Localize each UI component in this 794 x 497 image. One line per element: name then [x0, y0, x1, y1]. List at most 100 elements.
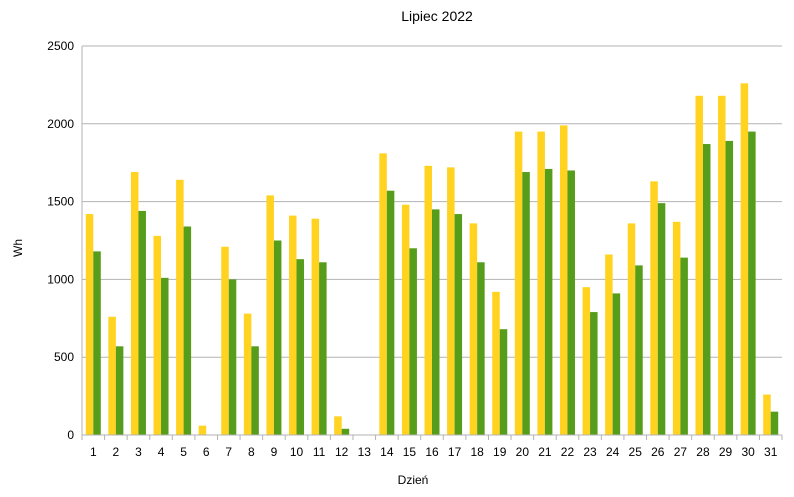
bar-series1-day-3 — [130, 172, 139, 435]
bar-series1-day-25 — [627, 223, 636, 435]
x-tick-label: 14 — [380, 445, 394, 459]
bar-series1-day-26 — [650, 181, 658, 435]
bar-series2-day-27 — [680, 257, 688, 435]
x-tick-label: 16 — [425, 445, 439, 459]
y-tick-label: 2500 — [47, 39, 74, 53]
x-tick-label: 17 — [448, 445, 462, 459]
bar-series1-day-8 — [243, 313, 252, 435]
y-tick-label: 1500 — [47, 195, 74, 209]
bar-series2-day-24 — [612, 293, 621, 435]
x-tick-label: 1 — [90, 445, 97, 459]
bar-series1-day-19 — [492, 291, 500, 435]
bar-series1-day-27 — [672, 221, 681, 435]
x-tick-label: 2 — [113, 445, 120, 459]
bar-series2-day-22 — [567, 170, 575, 436]
x-tick-label: 20 — [516, 445, 530, 459]
x-tick-label: 21 — [538, 445, 552, 459]
bar-series1-day-21 — [537, 131, 545, 435]
y-tick-label: 1000 — [47, 272, 74, 286]
bar-series1-day-6 — [198, 425, 207, 435]
y-tick-label: 500 — [54, 350, 74, 364]
bar-series2-day-11 — [319, 262, 327, 435]
bar-series2-day-26 — [657, 203, 666, 435]
bar-series2-day-3 — [138, 210, 146, 435]
x-tick-label: 4 — [158, 445, 165, 459]
x-tick-label: 24 — [606, 445, 620, 459]
x-tick-label: 8 — [248, 445, 255, 459]
bar-series2-day-28 — [702, 144, 711, 435]
bar-series1-day-24 — [605, 254, 613, 435]
x-tick-label: 7 — [225, 445, 232, 459]
bar-series2-day-20 — [522, 172, 530, 435]
bar-series2-day-12 — [341, 428, 350, 435]
y-tick-label: 2000 — [47, 117, 74, 131]
x-tick-label: 3 — [135, 445, 142, 459]
bar-series2-day-1 — [93, 251, 101, 435]
bar-series1-day-29 — [718, 95, 726, 436]
bar-series1-day-31 — [763, 394, 771, 435]
x-tick-label: 26 — [651, 445, 665, 459]
bar-series2-day-4 — [161, 277, 169, 435]
bar-series1-day-10 — [289, 215, 297, 435]
axes — [81, 46, 783, 440]
bar-series2-day-23 — [590, 312, 598, 435]
bar-series1-day-22 — [559, 125, 568, 435]
x-tick-label: 23 — [583, 445, 597, 459]
x-tick-label: 13 — [358, 445, 372, 459]
bar-series2-day-14 — [386, 190, 395, 435]
bar-series2-day-21 — [544, 168, 553, 435]
y-tick-labels: 0 500 1000 1500 2000 2500 — [47, 39, 74, 442]
x-tick-label: 10 — [290, 445, 304, 459]
bar-series2-day-10 — [296, 259, 305, 435]
x-tick-label: 30 — [741, 445, 755, 459]
y-tick-label: 0 — [67, 428, 74, 442]
bar-series2-day-7 — [228, 279, 237, 435]
bar-series1-day-12 — [334, 416, 342, 435]
bar-series1-day-2 — [108, 316, 116, 435]
x-tick-label: 28 — [696, 445, 710, 459]
bar-series2-day-15 — [409, 248, 417, 435]
x-tick-label: 19 — [493, 445, 507, 459]
x-tick-label: 9 — [271, 445, 278, 459]
x-tick-label: 29 — [719, 445, 733, 459]
bar-series2-day-30 — [748, 131, 756, 435]
bar-series2-day-29 — [725, 140, 734, 435]
x-tick-label: 31 — [764, 445, 778, 459]
x-tick-label: 12 — [335, 445, 349, 459]
bar-series1-day-7 — [221, 246, 229, 435]
bar-series1-day-16 — [424, 165, 432, 435]
x-tick-labels: 1 2 3 4 5 6 7 8 9 10 11 12 13 14 15 16 17 18 19 20 21 22 23 24 2… — [90, 445, 778, 459]
bar-series2-day-25 — [635, 265, 643, 435]
bar-series1-day-14 — [379, 153, 387, 435]
x-tick-label: 5 — [180, 445, 187, 459]
x-tick-label: 18 — [470, 445, 484, 459]
bar-series2-day-9 — [273, 240, 282, 435]
x-tick-label: 6 — [203, 445, 210, 459]
bar-series2-day-31 — [770, 411, 779, 435]
bar-series1-day-23 — [582, 287, 591, 435]
bar-series2-day-16 — [432, 209, 440, 435]
y-axis-label: Wh — [11, 239, 25, 257]
x-tick-label: 11 — [313, 445, 326, 459]
bar-series1-day-5 — [176, 179, 184, 435]
bar-series1-day-17 — [447, 167, 455, 436]
bar-series2-day-8 — [251, 346, 259, 435]
x-tick-label: 15 — [403, 445, 417, 459]
bar-series1-day-15 — [401, 204, 410, 435]
bar-series2-day-18 — [477, 262, 485, 435]
bar-series1-day-1 — [85, 214, 94, 435]
bar-series1-day-9 — [266, 195, 274, 435]
bar-series1-day-18 — [469, 223, 478, 435]
bar-series2-day-2 — [115, 346, 124, 435]
x-tick-label: 27 — [674, 445, 688, 459]
bar-series2-day-17 — [454, 214, 463, 435]
bar-series1-day-28 — [695, 95, 703, 436]
bar-series2-day-5 — [183, 226, 192, 435]
x-tick-label: 25 — [629, 445, 643, 459]
bar-series1-day-11 — [311, 218, 320, 435]
bar-series1-day-30 — [740, 83, 749, 436]
x-axis-label: Dzień — [398, 473, 429, 487]
x-tick-label: 22 — [561, 445, 575, 459]
chart-title: Lipiec 2022 — [401, 8, 473, 24]
